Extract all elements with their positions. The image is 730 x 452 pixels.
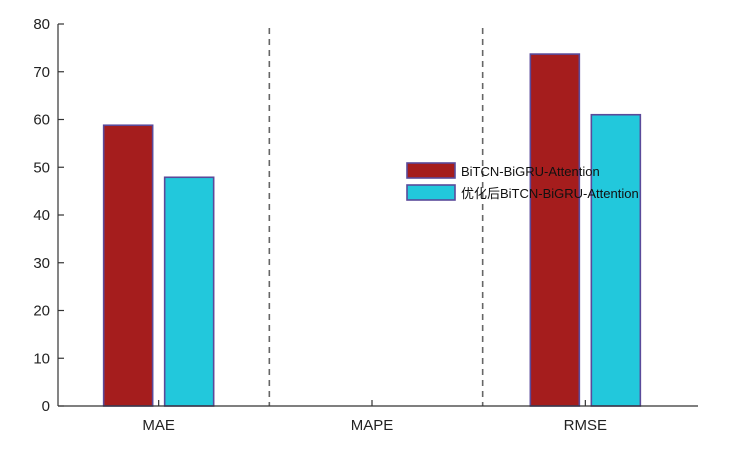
x-tick-label: MAPE xyxy=(351,417,394,434)
y-tick-label: 30 xyxy=(33,255,50,272)
bar-mae-series-2 xyxy=(163,176,215,407)
legend-swatch-2 xyxy=(406,184,456,201)
y-tick-label: 0 xyxy=(42,398,50,415)
legend-swatch-1 xyxy=(406,162,456,179)
legend-label-2: 优化后BiTCN-BiGRU-Attention xyxy=(461,186,639,201)
bar-rmse-series-2 xyxy=(590,113,642,407)
bar-mae-series-1 xyxy=(102,124,154,407)
y-tick-label: 50 xyxy=(33,159,50,176)
x-tick-label: RMSE xyxy=(564,417,607,434)
bar-rmse-series-1 xyxy=(529,53,581,407)
y-tick-label: 20 xyxy=(33,303,50,320)
y-tick-label: 10 xyxy=(33,350,50,367)
y-tick-label: 80 xyxy=(33,16,50,33)
legend-label-1: BiTCN-BiGRU-Attention xyxy=(461,164,600,179)
x-tick-label: MAE xyxy=(142,417,175,434)
y-tick-label: 40 xyxy=(33,207,50,224)
y-tick-label: 60 xyxy=(33,112,50,129)
y-tick-label: 70 xyxy=(33,64,50,81)
